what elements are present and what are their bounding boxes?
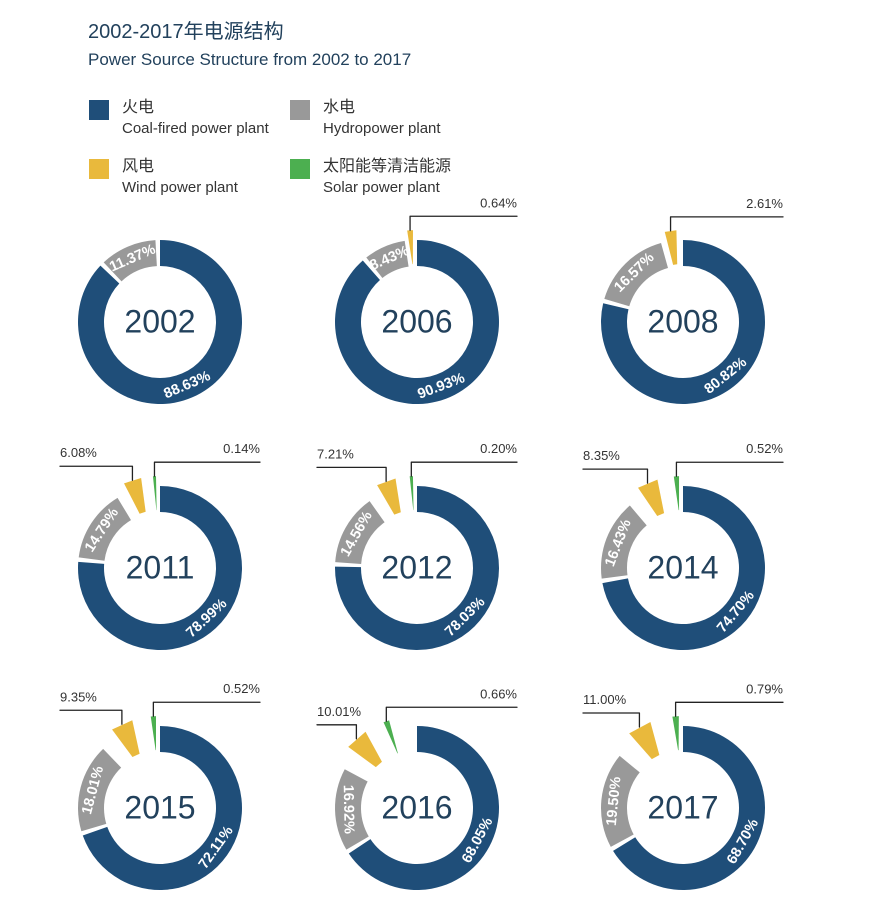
svg-text:2.61%: 2.61% bbox=[746, 196, 783, 211]
svg-text:0.79%: 0.79% bbox=[746, 682, 783, 697]
svg-text:8.35%: 8.35% bbox=[583, 448, 620, 463]
svg-text:2012: 2012 bbox=[381, 549, 452, 585]
svg-text:16.92%: 16.92% bbox=[339, 785, 356, 835]
svg-text:2011: 2011 bbox=[126, 549, 195, 585]
svg-text:2016: 2016 bbox=[381, 790, 452, 826]
svg-text:11.00%: 11.00% bbox=[583, 692, 627, 707]
svg-text:2014: 2014 bbox=[647, 549, 718, 585]
svg-text:7.21%: 7.21% bbox=[317, 446, 354, 461]
svg-text:2006: 2006 bbox=[381, 303, 452, 339]
svg-text:10.01%: 10.01% bbox=[317, 704, 362, 719]
svg-text:2017: 2017 bbox=[647, 790, 718, 826]
svg-text:6.08%: 6.08% bbox=[60, 445, 97, 460]
svg-text:2002: 2002 bbox=[124, 303, 195, 339]
svg-text:2008: 2008 bbox=[647, 303, 718, 339]
svg-text:2015: 2015 bbox=[124, 790, 195, 826]
svg-text:9.35%: 9.35% bbox=[60, 690, 97, 705]
svg-text:0.52%: 0.52% bbox=[746, 441, 783, 456]
